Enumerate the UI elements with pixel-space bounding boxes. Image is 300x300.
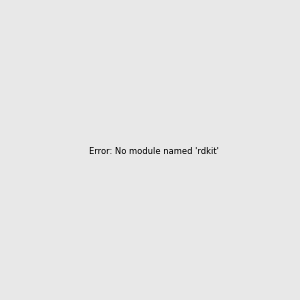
- Text: Error: No module named 'rdkit': Error: No module named 'rdkit': [89, 147, 219, 156]
